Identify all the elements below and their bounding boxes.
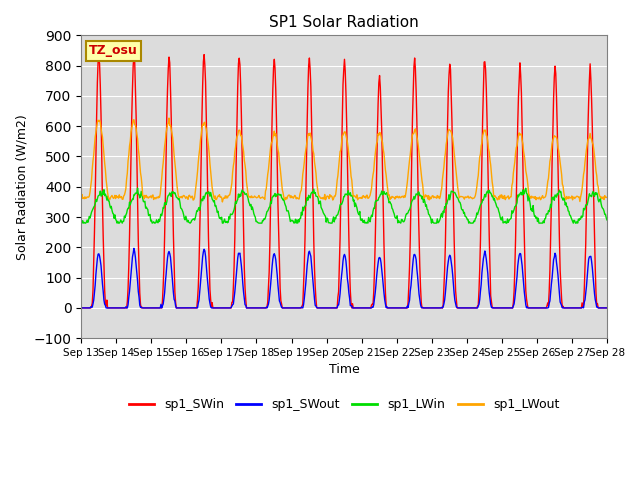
sp1_LWin xyxy=(134,185,141,191)
sp1_LWout xyxy=(141,192,148,198)
sp1_LWin xyxy=(143,204,150,210)
sp1_SWin xyxy=(200,52,208,58)
sp1_LWout xyxy=(218,199,226,205)
sp1_LWin xyxy=(77,217,85,223)
sp1_SWout xyxy=(130,246,138,252)
sp1_SWin xyxy=(141,305,148,311)
sp1_LWout xyxy=(425,192,433,198)
sp1_SWout xyxy=(142,305,150,311)
Title: SP1 Solar Radiation: SP1 Solar Radiation xyxy=(269,15,419,30)
sp1_SWout xyxy=(223,305,230,311)
sp1_LWin xyxy=(88,209,95,215)
sp1_LWout xyxy=(410,131,417,137)
sp1_SWin xyxy=(77,305,85,311)
sp1_SWout xyxy=(77,305,85,311)
sp1_LWin xyxy=(196,207,204,213)
sp1_SWout xyxy=(603,305,611,311)
sp1_SWin xyxy=(195,285,202,290)
sp1_SWout xyxy=(87,304,95,310)
sp1_SWout xyxy=(195,297,203,303)
sp1_LWout xyxy=(165,115,173,121)
sp1_LWin xyxy=(79,220,87,226)
sp1_LWin xyxy=(223,220,231,226)
sp1_LWout xyxy=(87,183,95,189)
sp1_SWin xyxy=(424,305,431,311)
sp1_LWin xyxy=(425,211,433,217)
Legend: sp1_SWin, sp1_SWout, sp1_LWin, sp1_LWout: sp1_SWin, sp1_SWout, sp1_LWin, sp1_LWout xyxy=(124,393,564,416)
sp1_LWout xyxy=(195,152,203,158)
Line: sp1_LWin: sp1_LWin xyxy=(81,188,607,223)
sp1_LWout xyxy=(77,194,85,200)
sp1_SWin xyxy=(223,305,230,311)
Line: sp1_SWout: sp1_SWout xyxy=(81,249,607,308)
Line: sp1_SWin: sp1_SWin xyxy=(81,55,607,308)
sp1_SWin xyxy=(87,305,95,311)
sp1_SWout xyxy=(408,264,416,270)
sp1_LWin xyxy=(603,217,611,223)
sp1_SWin xyxy=(603,305,611,311)
sp1_SWout xyxy=(424,305,431,311)
Y-axis label: Solar Radiation (W/m2): Solar Radiation (W/m2) xyxy=(15,114,28,260)
sp1_LWin xyxy=(410,196,417,202)
Line: sp1_LWout: sp1_LWout xyxy=(81,118,607,202)
sp1_LWout xyxy=(603,194,611,200)
X-axis label: Time: Time xyxy=(329,363,360,376)
sp1_LWout xyxy=(223,195,231,201)
sp1_SWin xyxy=(408,115,416,121)
Text: TZ_osu: TZ_osu xyxy=(89,45,138,58)
